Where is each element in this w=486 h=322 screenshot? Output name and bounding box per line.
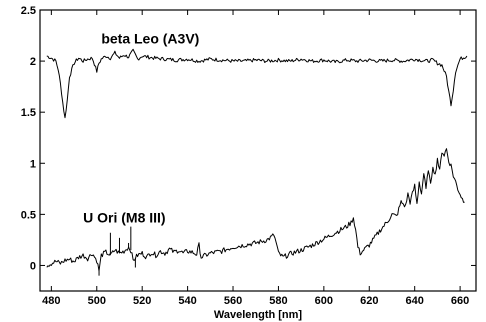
series-label-u-ori: U Ori (M8 III) <box>83 210 165 226</box>
x-axis-title: Wavelength [nm] <box>214 309 303 321</box>
y-axis: 0 0.5 1 1.5 2 2.5 <box>21 5 476 272</box>
y-tick-label: 0.5 <box>21 209 36 221</box>
x-tick-label: 620 <box>360 295 378 307</box>
y-tick-label: 2.5 <box>21 5 36 17</box>
plot-area <box>39 9 477 292</box>
x-tick-label: 560 <box>224 295 242 307</box>
y-tick-label: 2 <box>30 56 36 68</box>
x-tick-label: 660 <box>451 295 469 307</box>
x-axis: 480 500 520 540 560 580 600 620 640 660 <box>42 10 469 307</box>
x-tick-label: 540 <box>178 295 196 307</box>
x-tick-label: 580 <box>269 295 287 307</box>
x-tick-label: 480 <box>42 295 60 307</box>
y-tick-label: 1.5 <box>21 107 36 119</box>
series-label-beta-leo: beta Leo (A3V) <box>101 31 199 47</box>
x-tick-label: 500 <box>88 295 106 307</box>
series-group <box>46 48 468 276</box>
y-tick-label: 0 <box>30 260 36 272</box>
series-line-u-ori <box>46 148 465 272</box>
series-labels: beta Leo (A3V) U Ori (M8 III) <box>83 31 199 226</box>
series-line-beta-leo <box>46 48 468 119</box>
y-tick-label: 1 <box>30 158 36 170</box>
x-tick-label: 600 <box>315 295 333 307</box>
x-tick-label: 520 <box>133 295 151 307</box>
x-tick-label: 640 <box>406 295 424 307</box>
